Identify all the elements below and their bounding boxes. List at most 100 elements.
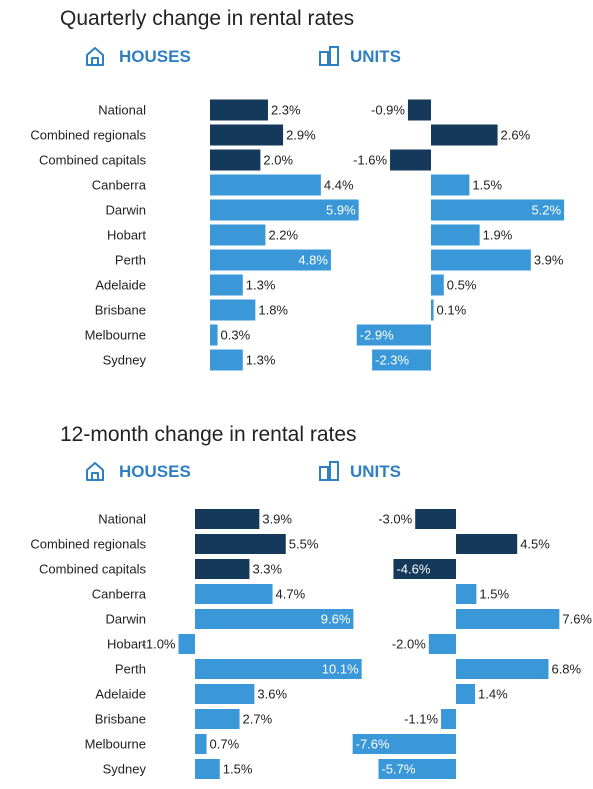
category-label: Canberra xyxy=(92,178,147,193)
bar-units xyxy=(415,509,456,529)
category-label: Hobart xyxy=(107,228,146,243)
houses-header: HOUSES xyxy=(119,462,191,481)
data-label: 2.0% xyxy=(263,153,293,168)
bar-units xyxy=(431,299,434,321)
data-label: 1.5% xyxy=(472,178,502,193)
category-label: Hobart xyxy=(107,637,146,652)
data-label: 5.9% xyxy=(326,203,356,218)
category-label: Canberra xyxy=(92,587,147,602)
bar-units xyxy=(431,224,480,246)
bar-units xyxy=(428,634,456,654)
bar-houses xyxy=(195,659,362,679)
bar-houses xyxy=(210,174,321,196)
data-label: -3.0% xyxy=(378,512,412,527)
data-label: 5.5% xyxy=(289,537,319,552)
category-label: Brisbane xyxy=(95,303,146,318)
chart-title-quarterly: Quarterly change in rental rates xyxy=(60,7,355,30)
bar-units xyxy=(352,734,456,754)
data-label: 4.5% xyxy=(520,537,550,552)
data-label: 7.6% xyxy=(562,612,592,627)
data-label: 5.2% xyxy=(531,203,561,218)
category-label: Darwin xyxy=(106,612,146,627)
bar-houses xyxy=(195,584,273,604)
data-label: 9.6% xyxy=(321,612,351,627)
data-label: 1.3% xyxy=(246,353,276,368)
house-icon xyxy=(84,460,106,487)
units-icon xyxy=(318,45,340,72)
data-label: -1.1% xyxy=(404,712,438,727)
data-label: 2.6% xyxy=(501,128,531,143)
bar-houses xyxy=(195,609,354,629)
bar-houses xyxy=(210,124,284,146)
bar-houses xyxy=(210,299,256,321)
bar-units xyxy=(431,249,531,271)
house-icon xyxy=(84,45,106,72)
bar-units xyxy=(431,274,444,296)
chart-title-12-month: 12-month change in rental rates xyxy=(60,423,357,446)
data-label: 3.9% xyxy=(262,512,292,527)
data-label: 4.4% xyxy=(324,178,354,193)
data-label: -0.9% xyxy=(371,103,405,118)
bar-units xyxy=(456,609,560,629)
data-label: -2.3% xyxy=(375,353,409,368)
data-label: 0.1% xyxy=(437,303,467,318)
bar-houses xyxy=(210,224,266,246)
data-label: -1.6% xyxy=(353,153,387,168)
data-label: 0.3% xyxy=(221,328,251,343)
bar-units xyxy=(407,99,431,121)
data-label: 2.9% xyxy=(286,128,316,143)
category-label: Combined regionals xyxy=(30,537,146,552)
data-label: 1.9% xyxy=(483,228,513,243)
bar-houses xyxy=(178,634,195,654)
bar-units xyxy=(456,584,477,604)
data-label: 4.7% xyxy=(276,587,306,602)
bar-units xyxy=(431,199,565,221)
data-label: 2.2% xyxy=(268,228,298,243)
bar-units xyxy=(431,124,498,146)
category-label: Combined capitals xyxy=(39,153,146,168)
bar-houses xyxy=(195,759,220,779)
bar-houses xyxy=(210,149,261,171)
data-label: -7.6% xyxy=(356,737,390,752)
category-label: Melbourne xyxy=(85,737,146,752)
data-label: -1.0% xyxy=(142,637,176,652)
data-label: 2.7% xyxy=(243,712,273,727)
bar-units xyxy=(456,684,476,704)
data-label: 1.8% xyxy=(258,303,288,318)
bar-houses xyxy=(195,559,250,579)
bar-houses xyxy=(195,509,260,529)
category-label: Melbourne xyxy=(85,328,146,343)
data-label: 2.3% xyxy=(271,103,301,118)
data-label: 3.9% xyxy=(534,253,564,268)
bar-units xyxy=(431,174,470,196)
data-label: 1.5% xyxy=(479,587,509,602)
data-label: 1.5% xyxy=(223,762,253,777)
data-label: 1.4% xyxy=(478,687,508,702)
bar-houses xyxy=(195,709,240,729)
category-label: Darwin xyxy=(106,203,146,218)
bar-houses xyxy=(195,534,286,554)
category-label: National xyxy=(98,512,146,527)
bar-units xyxy=(356,324,431,346)
data-label: 4.8% xyxy=(298,253,328,268)
bar-units xyxy=(372,349,431,371)
category-label: Sydney xyxy=(103,762,147,777)
data-label: -5.7% xyxy=(381,762,415,777)
bar-units xyxy=(393,559,456,579)
data-label: 3.3% xyxy=(252,562,282,577)
bar-units xyxy=(390,149,431,171)
bar-houses xyxy=(210,199,359,221)
data-label: 3.6% xyxy=(257,687,287,702)
category-label: Perth xyxy=(115,253,146,268)
category-label: Perth xyxy=(115,662,146,677)
data-label: 0.5% xyxy=(447,278,477,293)
bar-houses xyxy=(210,99,268,121)
category-label: Adelaide xyxy=(95,278,146,293)
units-header: UNITS xyxy=(350,47,401,66)
units-header: UNITS xyxy=(350,462,401,481)
bar-units xyxy=(441,709,456,729)
data-label: -4.6% xyxy=(396,562,430,577)
category-label: National xyxy=(98,103,146,118)
category-label: Adelaide xyxy=(95,687,146,702)
data-label: 6.8% xyxy=(551,662,581,677)
